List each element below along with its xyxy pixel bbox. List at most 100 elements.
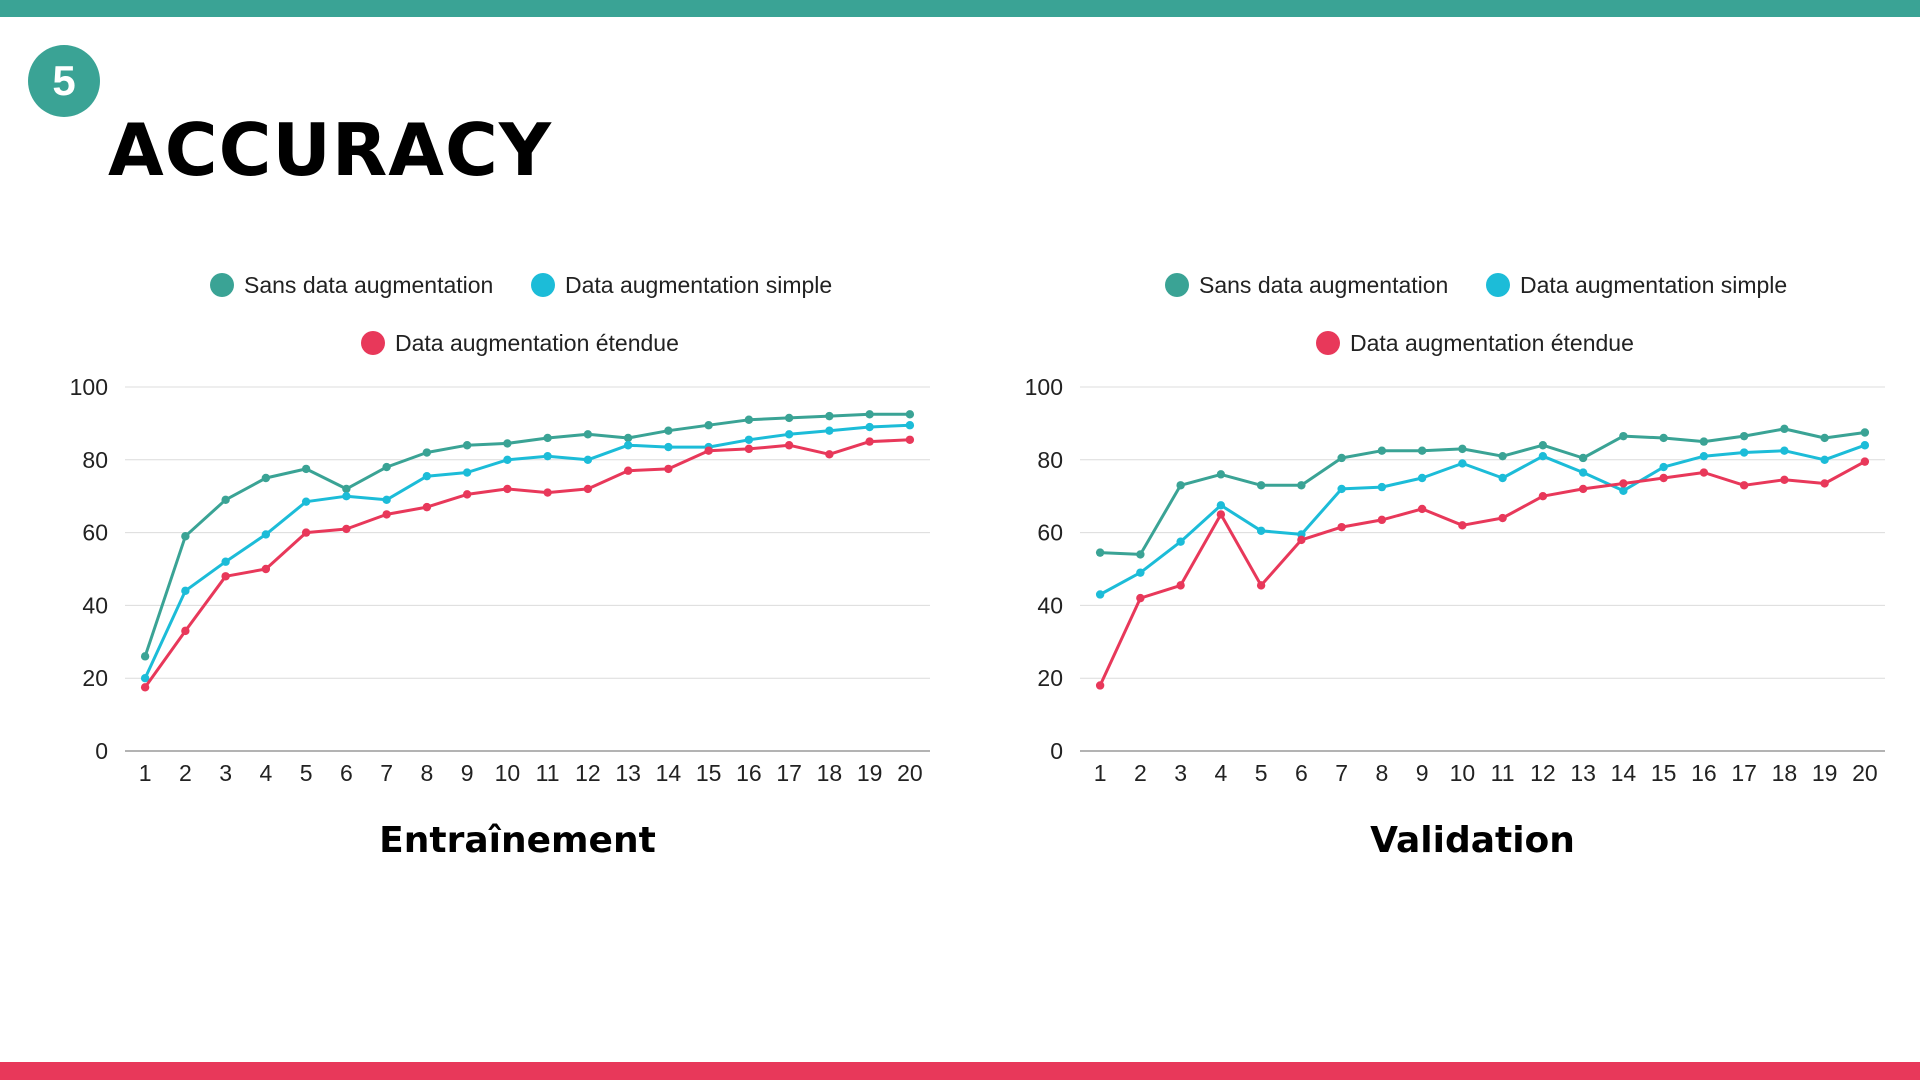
train-series-2-point [865, 437, 874, 446]
validation-chart-svg: Sans data augmentation Data augmentation … [1025, 272, 1885, 861]
val-series-1-point [1256, 526, 1266, 535]
val-series-0-point [1699, 437, 1709, 446]
train-x-tick-label: 5 [300, 760, 313, 786]
train-series-line-2 [143, 438, 910, 689]
train-x-tick-label: 16 [736, 760, 762, 786]
val-series-1-point [1739, 448, 1749, 457]
val-series-line-1 [1099, 443, 1866, 596]
val-series-0-point [1820, 433, 1829, 443]
val-series-1-point [1458, 459, 1467, 468]
train-x-tick-label: 15 [696, 760, 722, 786]
val-series-0-point [1578, 453, 1588, 463]
train-series-1-point [623, 441, 633, 450]
train-series-1-point [342, 492, 351, 501]
val-series-2-point [1095, 681, 1105, 690]
val-x-tick-label: 19 [1812, 760, 1838, 786]
train-series-2-point [301, 528, 311, 537]
val-x-tick-label: 5 [1255, 760, 1268, 786]
train-series-2-point [784, 441, 794, 450]
train-legend-marker-2 [361, 331, 385, 355]
train-x-tick-label: 13 [615, 760, 641, 786]
val-series-1-point [1216, 501, 1226, 510]
val-series-1-point [1619, 486, 1628, 495]
train-series-1-point [865, 422, 874, 432]
val-x-tick-label: 13 [1570, 760, 1596, 786]
train-y-tick-label: 0 [95, 738, 108, 764]
train-series-0-point [784, 413, 794, 423]
train-series-1-point [825, 426, 834, 435]
train-series-2-point [583, 484, 593, 494]
val-x-tick-label: 2 [1134, 760, 1147, 786]
train-series-1-point [140, 674, 150, 683]
val-series-1-point [1860, 441, 1870, 450]
val-series-2-point [1297, 535, 1306, 545]
train-series-2-point [342, 524, 351, 534]
val-series-0-point [1739, 431, 1749, 441]
val-x-tick-label: 9 [1416, 760, 1429, 786]
train-series-2-point [221, 572, 230, 581]
val-series-1-point [1578, 468, 1588, 477]
train-series-0-point [623, 433, 633, 443]
train-series-0-point [181, 532, 190, 541]
val-x-tick-label: 12 [1530, 760, 1556, 786]
train-series-2-point [140, 683, 150, 692]
val-series-2-point [1659, 473, 1668, 483]
train-series-0-point [382, 462, 391, 472]
bottom-accent-bar [0, 1062, 1920, 1080]
train-series-1-point [382, 495, 391, 505]
train-legend-label-2: Data augmentation étendue [395, 330, 679, 356]
train-series-1-point [422, 471, 432, 481]
val-x-tick-label: 10 [1450, 760, 1476, 786]
val-x-tick-label: 14 [1611, 760, 1637, 786]
train-legend-marker-1 [531, 273, 555, 297]
page-title: ACCURACY [108, 108, 553, 192]
train-series-1-point [221, 557, 230, 566]
train-series-0-point [342, 484, 351, 494]
val-series-0-point [1458, 444, 1467, 454]
val-series-2-point [1739, 481, 1749, 490]
val-series-1-point [1498, 473, 1507, 483]
train-series-1-point [784, 430, 794, 439]
val-series-0-point [1659, 433, 1668, 443]
val-series-2-point [1256, 581, 1266, 590]
train-series-2-point [261, 564, 271, 574]
train-series-0-point [583, 430, 593, 439]
val-x-tick-label: 4 [1214, 760, 1227, 786]
train-y-tick-label: 20 [82, 665, 108, 691]
val-x-tick-label: 3 [1174, 760, 1187, 786]
val-series-1-point [1095, 590, 1105, 599]
train-legend-marker-0 [210, 273, 234, 297]
train-series-1-point [301, 497, 311, 506]
val-series-2-point [1699, 468, 1709, 477]
train-series-0-point [422, 448, 432, 457]
val-series-1-point [1377, 482, 1387, 492]
train-series-line-1 [143, 423, 910, 679]
val-series-2-point [1820, 479, 1829, 488]
train-series-1-point [664, 442, 673, 452]
train-series-0-point [704, 421, 713, 430]
val-series-0-point [1619, 431, 1628, 441]
train-x-tick-label: 9 [461, 760, 474, 786]
train-x-tick-label: 18 [817, 760, 843, 786]
val-x-tick-label: 20 [1852, 760, 1878, 786]
val-x-tick-label: 18 [1772, 760, 1798, 786]
train-series-2-point [664, 464, 673, 474]
train-series-0-point [664, 426, 673, 435]
train-x-tick-label: 10 [495, 760, 521, 786]
val-series-0-point [1498, 451, 1507, 461]
val-series-line-0 [1100, 427, 1866, 556]
train-series-0-point [261, 473, 271, 483]
train-series-0-point [140, 652, 150, 661]
val-series-0-point [1538, 441, 1548, 450]
val-series-1-point [1699, 451, 1709, 461]
val-series-1-point [1820, 455, 1829, 464]
val-series-2-point [1176, 581, 1185, 590]
train-series-2-point [744, 444, 754, 454]
train-legend-label-1: Data augmentation simple [565, 272, 832, 298]
val-series-2-point [1417, 504, 1427, 514]
train-x-tick-label: 1 [139, 760, 152, 786]
val-x-tick-label: 1 [1094, 760, 1107, 786]
val-series-0-point [1337, 453, 1346, 463]
train-x-tick-label: 2 [179, 760, 192, 786]
train-series-2-point [181, 626, 190, 636]
